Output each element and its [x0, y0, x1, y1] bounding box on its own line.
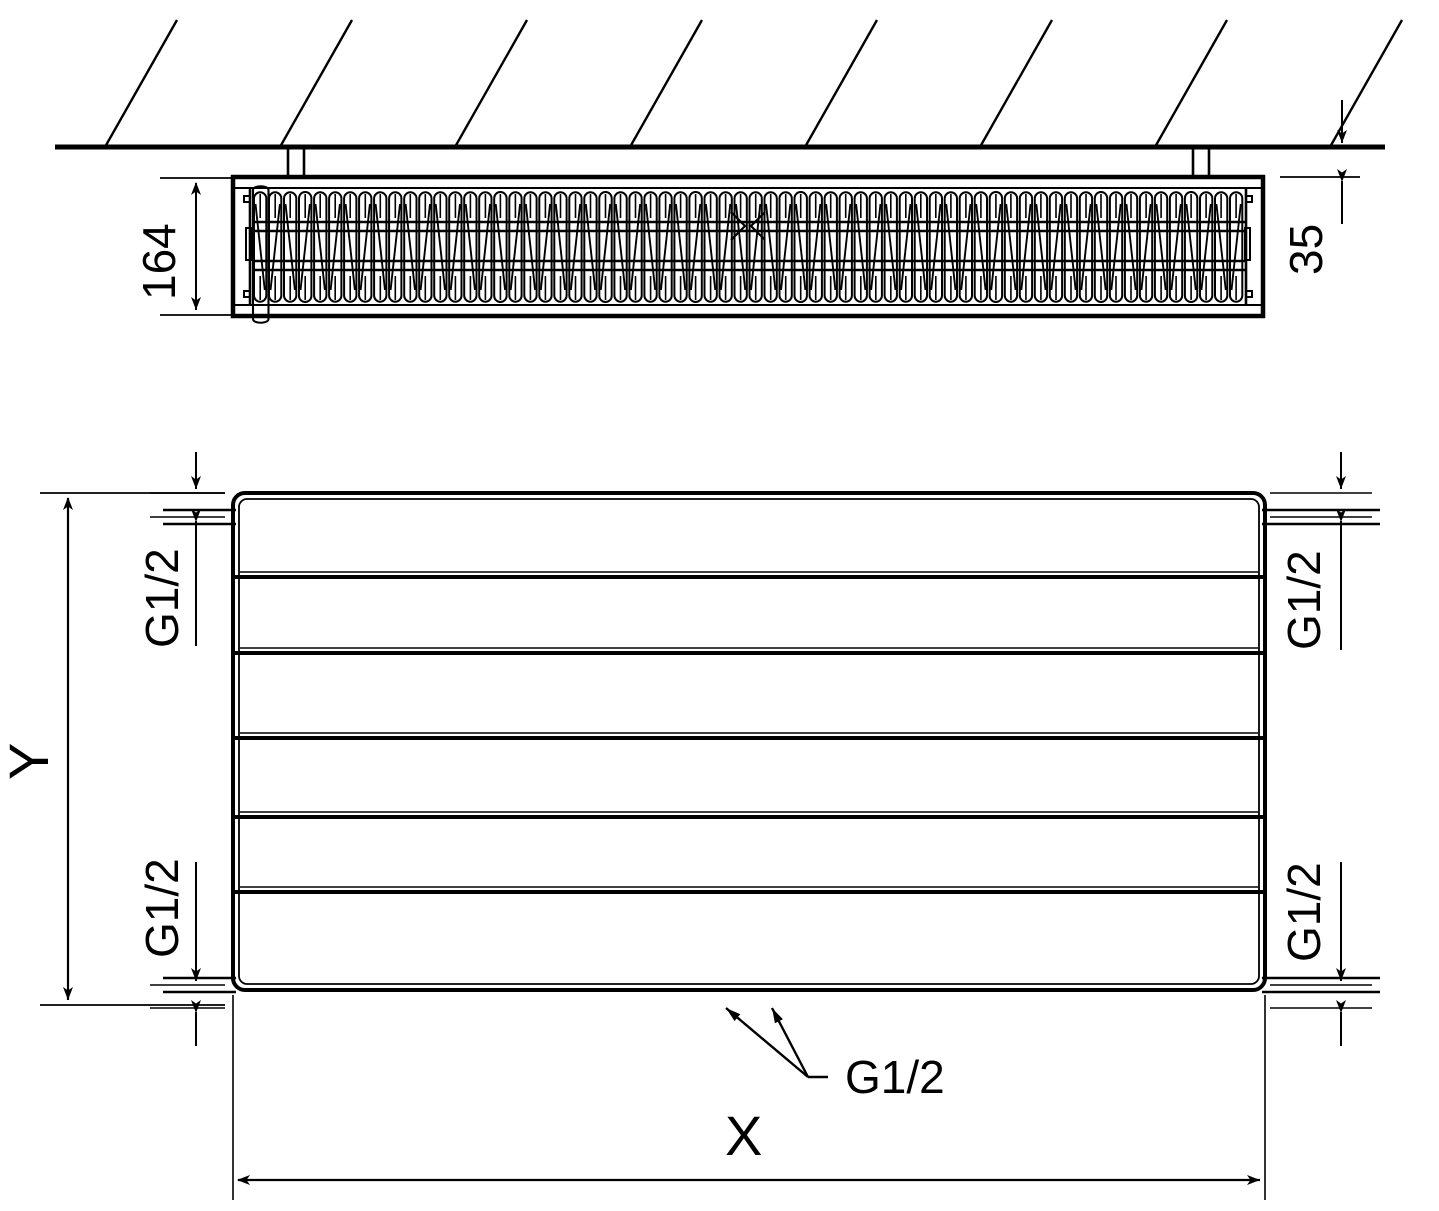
dimension-X-label: X — [725, 1104, 762, 1167]
dimension-X: X — [232, 995, 1266, 1200]
thread-top-left-label: G1/2 — [136, 548, 188, 648]
dimension-164: 164 — [133, 177, 240, 316]
wall-hatch — [103, 19, 1404, 148]
panel-waterways — [253, 220, 1245, 272]
wall-bracket-right — [1191, 148, 1211, 178]
front-elevation-view: Y G1/2 G1/2 — [0, 452, 1380, 1200]
radiator-casing-top-view — [230, 174, 1266, 319]
thread-bottom-left-label: G1/2 — [136, 858, 188, 958]
thread-bottom-right-label: G1/2 — [1278, 862, 1330, 962]
dimension-Y-label: Y — [0, 743, 60, 780]
center-joint — [730, 211, 766, 241]
connection-stub-bottom-right — [1262, 976, 1380, 994]
panel-inner-outline — [238, 498, 1260, 985]
top-section-view: 164 35 — [55, 19, 1404, 324]
dimension-164-label: 164 — [133, 223, 185, 300]
end-cap-left — [243, 188, 252, 305]
radiator-panel-front — [231, 491, 1267, 992]
dimension-thread-top-left: G1/2 — [136, 452, 225, 648]
callout-bottom-threads — [725, 1007, 828, 1079]
fin-columns — [253, 190, 1244, 304]
panel-band-dividers — [234, 575, 1264, 894]
panel-band-divider-highlights — [240, 571, 1258, 888]
dimension-thread-bottom-right: G1/2 — [1270, 862, 1372, 1046]
dimension-35: 35 — [1280, 100, 1360, 275]
dimension-Y: Y — [0, 492, 225, 1006]
connection-stub-top-right — [1262, 508, 1380, 526]
dimension-thread-bottom-left: G1/2 — [136, 858, 225, 1046]
callout-bottom-threads-label: G1/2 — [845, 1051, 945, 1103]
thread-top-right-label: G1/2 — [1278, 550, 1330, 650]
wall-bracket-left — [286, 148, 306, 178]
dimension-thread-top-right: G1/2 — [1270, 452, 1372, 650]
dimension-35-label: 35 — [1280, 224, 1332, 275]
end-cap-right — [1244, 188, 1253, 305]
